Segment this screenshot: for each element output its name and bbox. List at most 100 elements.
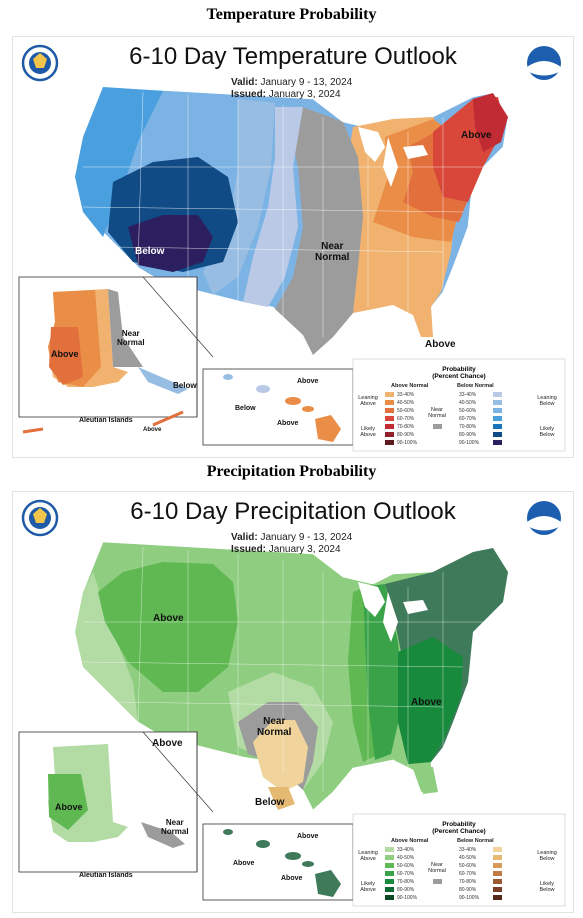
precip-valid-label: Valid: [231, 532, 258, 543]
p-ak-label-near-normal: Near Normal [161, 818, 189, 836]
precip-legend-above-swatch [385, 895, 394, 900]
precip-legend-below-range: 33-40% [459, 846, 477, 853]
precip-legend-above-range: 80-90% [397, 886, 415, 893]
temp-label-near-normal: Near Normal [315, 241, 349, 263]
temp-valid-value: January 9 - 13, 2024 [260, 77, 353, 88]
precip-legend-above-range: 33-40% [397, 846, 415, 853]
aleutian-label: Aleutian Islands [79, 417, 133, 424]
precip-legend-below-range: 50-60% [459, 862, 477, 869]
p-near-line2: Normal [257, 727, 292, 738]
p-ak-near-line1: Near [165, 818, 184, 827]
temp-hawaii-inset [202, 368, 354, 446]
precip-legend-below-swatch [493, 895, 502, 900]
precip-label-above-sw: Above [152, 738, 183, 749]
doc-seal-logo [21, 44, 59, 82]
hi-label-above-1: Above [297, 378, 319, 385]
aleutian-above-label: Above [143, 427, 162, 433]
precip-issued-label: Issued: [231, 544, 267, 555]
t-nn1: Near [431, 407, 443, 413]
precip-legend-below-swatch [493, 855, 502, 860]
precip-great-lakes [358, 582, 428, 642]
temp-issued-value: January 3, 2024 [268, 89, 341, 100]
precip-legend-below-swatch [493, 879, 502, 884]
p-lka2: Above [360, 887, 376, 893]
t-la2: Above [360, 401, 376, 407]
temp-legend-above-range: 33-40% [397, 391, 415, 398]
p-la1: Leaning [358, 850, 378, 856]
noaa-logo [527, 46, 561, 80]
temp-legend-likely-above: Likely Above [356, 426, 380, 438]
precip-legend-likely-above: Likely Above [356, 881, 380, 893]
doc-seal-logo-2 [21, 499, 59, 537]
ak-near-line2: Normal [117, 338, 145, 347]
precip-alaska-inset [18, 731, 214, 873]
precip-dry-40 [268, 787, 295, 810]
precip-legend-above-swatch [385, 863, 394, 868]
ak-label-below: Below [173, 381, 197, 390]
temp-great-lakes [358, 127, 428, 187]
ak-label-near-normal: Near Normal [117, 329, 145, 347]
temp-above-70 [473, 93, 508, 152]
precip-wet-70-se [398, 637, 463, 764]
precip-legend-below-swatch [493, 871, 502, 876]
p-lb1: Leaning [537, 850, 557, 856]
precip-legend-above-header: Above Normal [391, 838, 429, 844]
precip-legend-below-range: 80-90% [459, 886, 477, 893]
precip-valid-line: Valid: January 9 - 13, 2024 [231, 532, 352, 544]
ak-panhandle [138, 367, 188, 394]
p-ak-near-line2: Normal [161, 827, 189, 836]
temp-legend-above-swatch [385, 392, 394, 397]
temp-label-above-ne: Above [461, 130, 492, 141]
temp-legend-above-range: 80-90% [397, 431, 415, 438]
temp-legend-below-swatch [493, 408, 502, 413]
p-legend-title1: Probability [442, 821, 476, 828]
temp-legend-above-swatch [385, 440, 394, 445]
precip-legend-above-range: 40-50% [397, 854, 415, 861]
p-aleutian-label: Aleutian Islands [79, 872, 133, 879]
precip-legend-leaning-above: Leaning Above [356, 850, 380, 862]
precip-legend-above-swatch [385, 847, 394, 852]
precip-wet-50-nw [98, 562, 238, 692]
temp-legend-below-range: 80-90% [459, 431, 477, 438]
temp-legend-above-swatch [385, 400, 394, 405]
precip-legend-above-swatch [385, 855, 394, 860]
precip-legend-likely-below: Likely Below [533, 881, 561, 893]
temp-valid-label: Valid: [231, 77, 258, 88]
precip-label-near-normal: Near Normal [257, 716, 291, 738]
p-legend-title2: (Percent Chance) [432, 828, 486, 835]
p-lka1: Likely [360, 881, 376, 887]
p-lkb1: Likely [539, 881, 555, 887]
p-hi-label-above-1: Above [297, 833, 319, 840]
temp-label-below: Below [135, 246, 165, 257]
temp-legend-leaning-below: Leaning Below [533, 395, 561, 407]
temp-legend-above-swatch [385, 432, 394, 437]
temp-legend-near-normal: Near Normal [427, 407, 447, 419]
t-lb1: Leaning [537, 395, 557, 401]
temp-below-33 [243, 107, 303, 307]
t-lkb2: Below [539, 432, 555, 438]
temp-near-line2: Normal [315, 252, 350, 263]
temp-legend-above-swatch [385, 424, 394, 429]
p-nn2: Normal [428, 868, 446, 874]
temp-near-line1: Near [321, 241, 344, 252]
temp-label-above-fl: Above [425, 339, 456, 350]
ak-above-50 [49, 327, 83, 385]
temp-legend-below-swatch [493, 424, 502, 429]
precip-legend-above-range: 90-100% [397, 894, 418, 901]
precip-legend-below-header: Below Normal [457, 838, 494, 844]
temp-legend-above-range: 60-70% [397, 415, 415, 422]
precip-issued-value: January 3, 2024 [268, 544, 341, 555]
t-la1: Leaning [358, 395, 378, 401]
temp-legend-below-swatch [493, 416, 502, 421]
precip-conus [74, 541, 509, 811]
precip-section-title: Precipitation Probability [206, 463, 377, 480]
precip-legend-above-range: 60-70% [397, 870, 415, 877]
precip-legend-below-range: 90-100% [459, 894, 480, 901]
precip-label-below-tx: Below [255, 797, 285, 808]
temp-legend-below-range: 90-100% [459, 439, 480, 446]
temp-section-title: Temperature Probability [206, 6, 377, 23]
precip-legend-above-range: 70-80% [397, 878, 415, 885]
t-lkb1: Likely [539, 426, 555, 432]
precip-legend-below-range: 40-50% [459, 854, 477, 861]
precip-legend-leaning-below: Leaning Below [533, 850, 561, 862]
